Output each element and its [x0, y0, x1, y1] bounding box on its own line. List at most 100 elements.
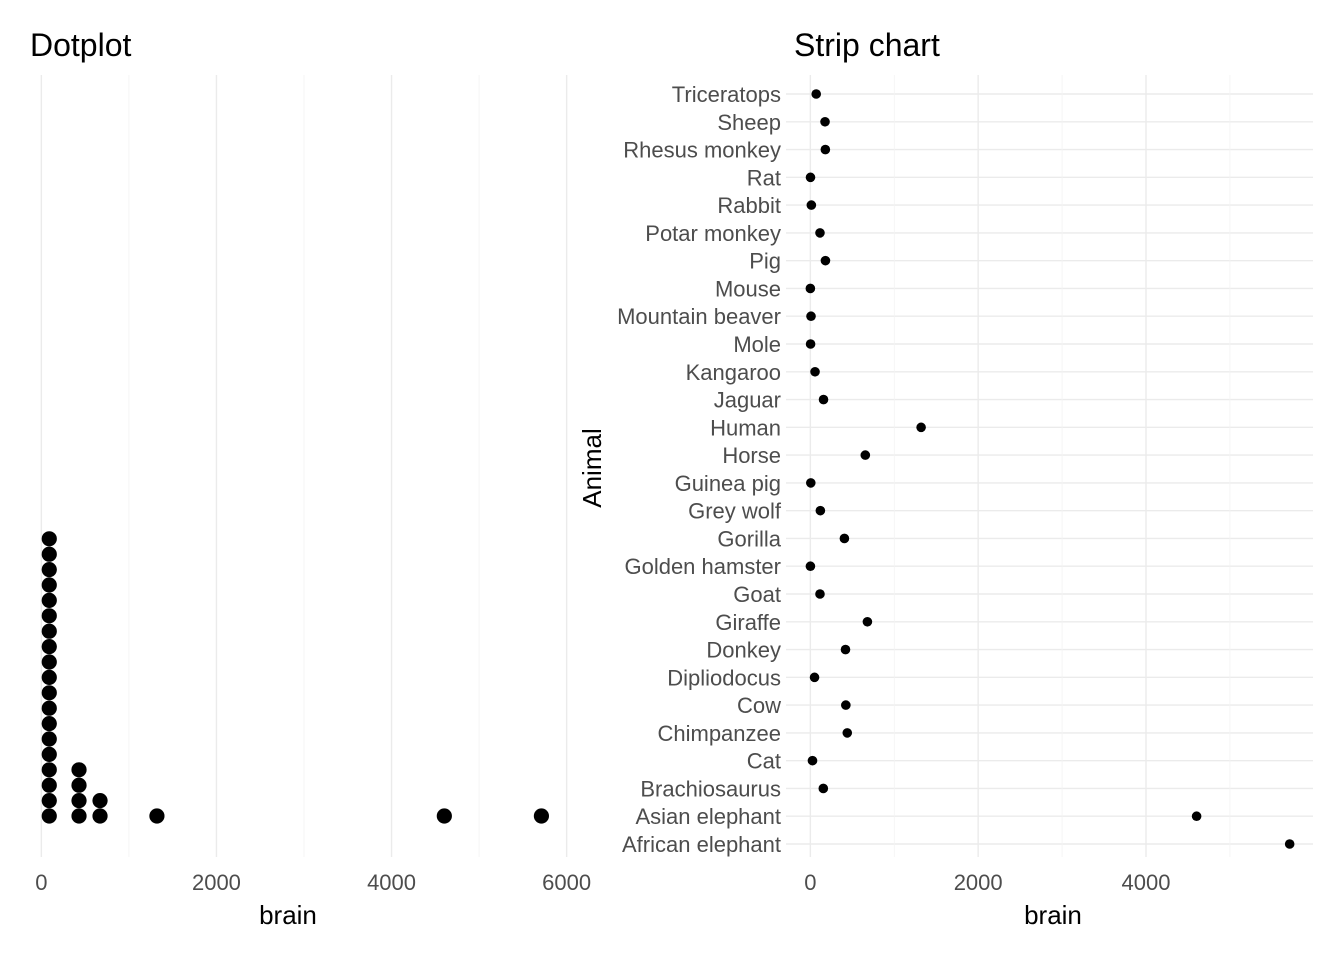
strip-chart-y-tick-label-donkey: Donkey: [706, 638, 781, 663]
strip-chart-point-pig: [820, 255, 831, 266]
strip-chart-point-horse: [860, 450, 871, 460]
strip-chart-y-tick-label-asian-elephant: Asian elephant: [635, 804, 781, 829]
dotplot-dot: [41, 731, 57, 747]
dotplot-dot: [41, 716, 57, 732]
strip-chart-y-tick-label-golden-hamster: Golden hamster: [624, 554, 781, 579]
strip-chart-y-tick-labels: African elephant Asian elephant Brachiosau…: [617, 82, 782, 857]
strip-chart-y-tick-label-sheep: Sheep: [717, 110, 781, 135]
strip-chart-point-rabbit: [806, 200, 817, 210]
strip-chart-point-brachiosaurus: [818, 783, 829, 794]
dotplot-dot: [41, 793, 57, 809]
strip-chart-y-axis-title: Animal: [577, 428, 607, 507]
strip-chart-point-cat: [807, 755, 818, 766]
strip-chart-point-gorilla: [839, 533, 850, 544]
dotplot-dot: [41, 577, 57, 593]
dotplot-x-tick-label: 0: [35, 870, 47, 895]
strip-chart-point-potar-monkey: [815, 228, 825, 238]
dotplot-dot: [92, 808, 108, 824]
strip-chart-y-tick-label-rhesus-monkey: Rhesus monkey: [623, 138, 781, 163]
strip-chart-y-tick-label-mouse: Mouse: [715, 276, 781, 301]
dotplot-dot: [41, 592, 57, 609]
strip-chart-point-rhesus-monkey: [820, 144, 831, 155]
strip-chart-point-goat: [815, 589, 825, 599]
dotplot-dot: [92, 793, 108, 809]
dotplot-dot: [71, 793, 87, 809]
strip-chart-point-cow: [841, 700, 851, 710]
strip-chart-points: [805, 89, 1295, 849]
strip-chart-point-asian-elephant: [1191, 811, 1202, 822]
strip-chart-y-tick-label-guinea-pig: Guinea pig: [675, 471, 781, 496]
strip-chart-y-tick-label-horse: Horse: [722, 443, 781, 468]
strip-chart-point-jaguar: [818, 394, 829, 405]
dotplot-dot: [41, 546, 57, 562]
dotplot-panel: 0 2000 4000 6000 Dotplot brain: [30, 27, 591, 930]
dotplot-dot: [41, 608, 57, 624]
strip-chart-y-tick-label-triceratops: Triceratops: [672, 82, 781, 107]
strip-chart-point-rat: [805, 172, 816, 183]
dotplot-dot: [149, 808, 165, 824]
strip-chart-y-tick-label-jaguar: Jaguar: [714, 388, 781, 413]
strip-chart-point-donkey: [840, 644, 851, 655]
dotplot-x-axis-title: brain: [259, 900, 317, 930]
dotplot-dot: [41, 746, 57, 763]
strip-chart-y-tick-label-giraffe: Giraffe: [715, 610, 781, 635]
strip-chart-y-tick-label-potar-monkey: Potar monkey: [645, 221, 781, 246]
strip-chart-x-tick-label: 0: [804, 870, 816, 895]
strip-chart-point-guinea-pig: [805, 478, 816, 488]
dotplot-dot: [41, 623, 57, 639]
dotplot-dot: [41, 685, 57, 701]
dotplot-dot: [41, 531, 57, 547]
strip-chart-x-axis-title: brain: [1024, 900, 1082, 930]
strip-chart-point-human: [916, 422, 926, 433]
strip-chart-y-tick-label-human: Human: [710, 415, 781, 440]
strip-chart-y-tick-label-gorilla: Gorilla: [717, 526, 781, 551]
strip-chart-y-tick-label-rabbit: Rabbit: [717, 193, 781, 218]
strip-chart-point-kangaroo: [810, 366, 820, 377]
dotplot-dot: [41, 808, 57, 824]
strip-chart-point-african-elephant: [1284, 839, 1295, 849]
strip-chart-y-tick-label-african-elephant: African elephant: [622, 832, 781, 857]
dotplot-dot: [533, 808, 550, 824]
strip-chart-x-tick-label: 2000: [954, 870, 1003, 895]
dotplot-x-tick-label: 4000: [367, 870, 416, 895]
strip-chart-point-triceratops: [811, 89, 822, 99]
strip-chart-point-mouse: [805, 283, 816, 294]
dotplot-dot: [41, 777, 57, 793]
strip-chart-point-sheep: [820, 116, 830, 127]
strip-chart-y-tick-label-cow: Cow: [737, 693, 781, 718]
dotplot-dot: [41, 639, 57, 655]
strip-chart-x-tick-labels: 0 2000 4000: [804, 870, 1170, 895]
strip-chart-point-mountain-beaver: [806, 311, 816, 322]
dotplot-dot: [41, 654, 57, 670]
dotplot-title: Dotplot: [30, 27, 132, 63]
dotplot-dot: [41, 669, 57, 686]
dotplot-gridlines: [40, 75, 568, 857]
strip-chart-y-tick-label-chimpanzee: Chimpanzee: [657, 721, 781, 746]
strip-chart-gridlines: [786, 75, 1313, 857]
strip-chart-point-dipliodocus: [809, 672, 820, 683]
dotplot-dot: [71, 777, 87, 793]
dotplot-dot: [436, 808, 452, 824]
strip-chart-y-tick-label-grey-wolf: Grey wolf: [688, 499, 782, 524]
strip-chart-y-tick-label-brachiosaurus: Brachiosaurus: [640, 776, 781, 801]
dotplot-dot: [71, 762, 87, 778]
strip-chart-y-tick-label-kangaroo: Kangaroo: [686, 360, 781, 385]
strip-chart-title: Strip chart: [794, 27, 940, 63]
strip-chart-point-chimpanzee: [842, 728, 853, 738]
strip-chart-point-mole: [805, 339, 816, 349]
dotplot-dot: [71, 808, 87, 824]
strip-chart-point-giraffe: [862, 616, 873, 627]
dotplot-points: [41, 531, 550, 824]
strip-chart-y-tick-label-pig: Pig: [749, 249, 781, 274]
dotplot-x-tick-labels: 0 2000 4000 6000: [35, 870, 591, 895]
strip-chart-point-golden-hamster: [805, 561, 816, 572]
strip-chart-y-tick-label-mountain-beaver: Mountain beaver: [617, 304, 781, 329]
strip-chart-point-grey-wolf: [815, 505, 826, 516]
strip-chart-y-tick-label-dipliodocus: Dipliodocus: [667, 665, 781, 690]
strip-chart-y-tick-label-goat: Goat: [733, 582, 781, 607]
dotplot-x-tick-label: 2000: [192, 870, 241, 895]
strip-chart-panel: African elephant Asian elephant Brachiosau…: [577, 27, 1313, 930]
strip-chart-y-tick-label-rat: Rat: [747, 165, 781, 190]
dotplot-x-tick-label: 6000: [542, 870, 591, 895]
